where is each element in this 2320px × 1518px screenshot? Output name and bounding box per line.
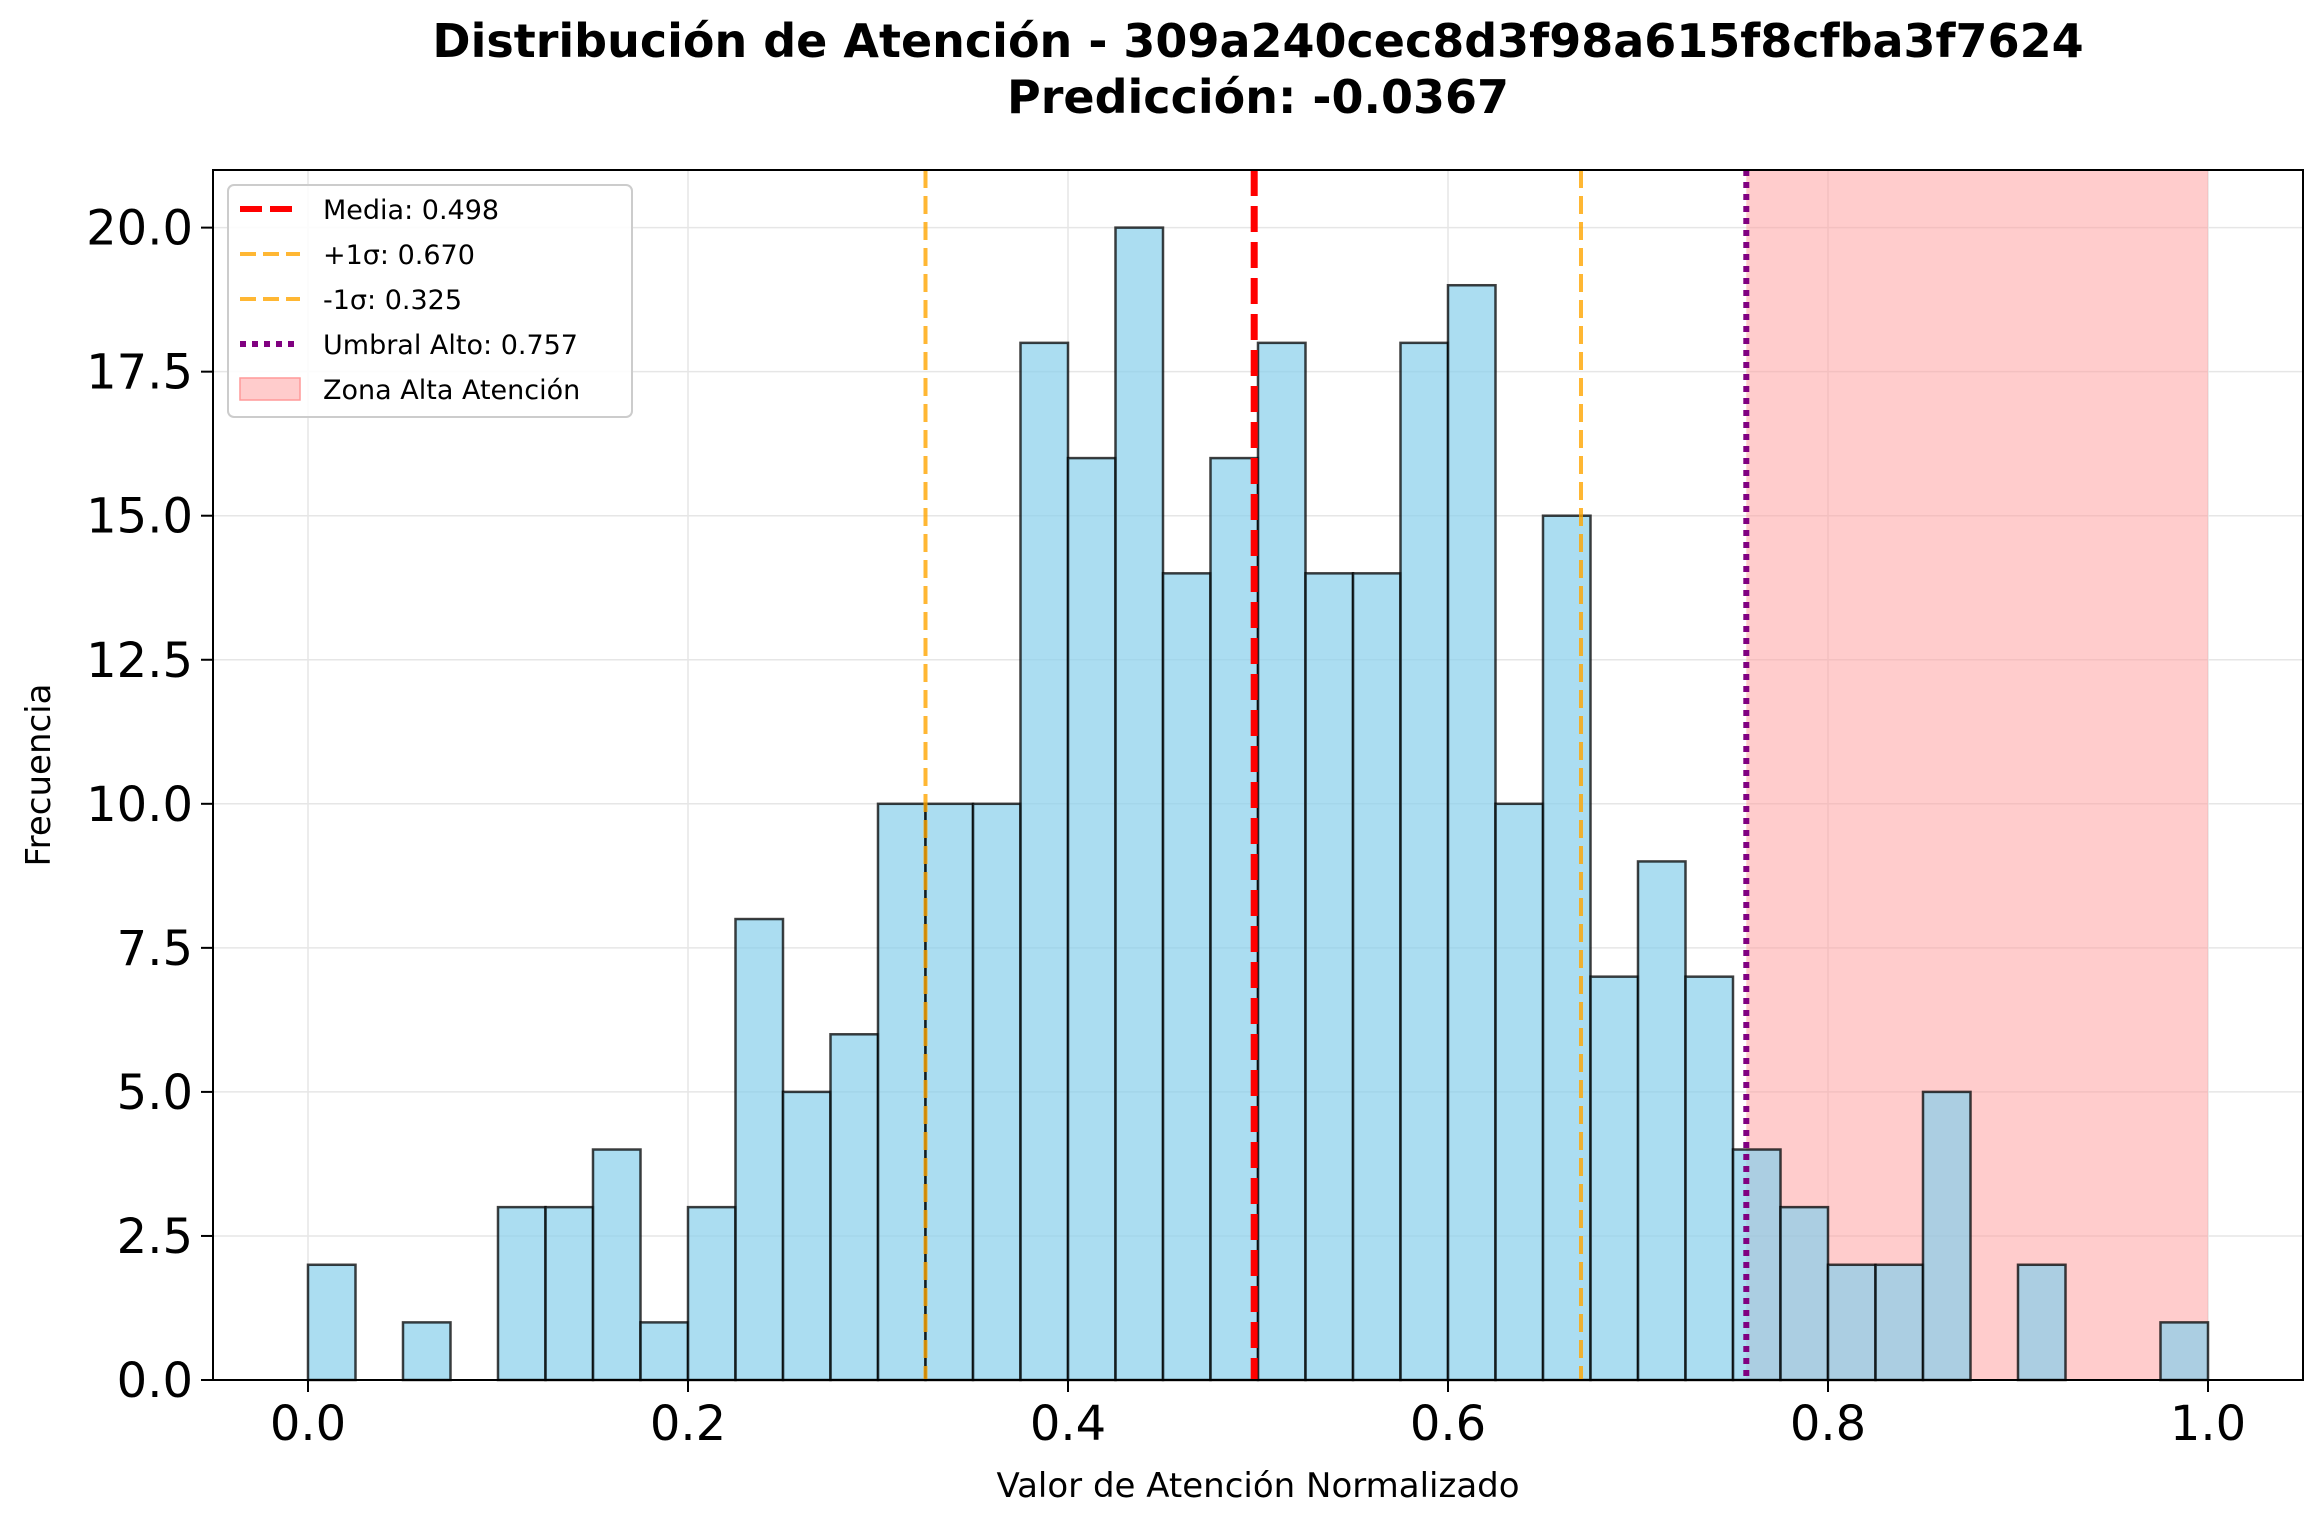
histogram-bar [734,917,785,1382]
histogram-bar [1779,1205,1830,1382]
legend-entry-label: Zona Alta Atención [323,375,580,406]
histogram-bar [781,1090,832,1382]
y-tick-label: 15.0 [86,489,193,545]
histogram-bar [544,1205,595,1382]
histogram-bar [1256,341,1307,1382]
histogram-bar [1731,1148,1782,1382]
histogram-bar [1161,572,1212,1382]
histogram-bar [1636,860,1687,1382]
reference-lines [923,170,1750,1380]
histogram-bar [496,1205,547,1382]
histogram-bar [1874,1263,1925,1382]
chart-subtitle: Predicción: -0.0367 [1007,70,1509,124]
x-tick-label: 0.0 [270,1396,346,1452]
histogram-bar [639,1321,690,1382]
high-attention-zone [1746,170,2208,1380]
chart-title: Distribución de Atención - 309a240cec8d3… [432,14,2083,68]
legend-zone-swatch [239,377,301,401]
legend-box [227,184,633,418]
histogram-bar [876,802,927,1382]
histogram-bar [829,1033,880,1382]
histogram-bar [1066,456,1117,1382]
histogram-bar [2159,1321,2210,1382]
histogram-bar [306,1263,357,1382]
x-tick-label: 0.6 [1410,1396,1486,1452]
x-tick-label: 0.8 [1790,1396,1866,1452]
y-tick-label: 12.5 [86,633,193,689]
histogram-bar [1589,975,1640,1382]
histogram-bar [1494,802,1545,1382]
plot-frame [212,169,2304,1381]
histogram-bar [1209,456,1260,1382]
histogram-bar [924,802,975,1382]
histogram-bar [686,1205,737,1382]
histogram-bar [1399,341,1450,1382]
x-tick-label: 0.2 [650,1396,726,1452]
legend-entry-label: -1σ: 0.325 [323,285,462,316]
histogram-bar [2016,1263,2067,1382]
histogram-bar [1351,572,1402,1382]
high-attention-region [1746,170,2208,1380]
legend: Media: 0.498 +1σ: 0.670 -1σ: 0.325 Umbral A… [227,184,633,418]
x-axis-label: Valor de Atención Normalizado [996,1466,1519,1506]
histogram-bar [1114,226,1165,1382]
histogram-bar [1019,341,1070,1382]
x-tick-label: 0.4 [1030,1396,1106,1452]
histogram-bar [1541,514,1592,1382]
y-tick-label: 17.5 [86,345,193,401]
y-axis-label: Frecuencia [19,684,59,867]
y-tick-label: 10.0 [86,777,193,833]
histogram-bar [1304,572,1355,1382]
y-tick-label: 2.5 [117,1209,193,1265]
legend-entry-label: Umbral Alto: 0.757 [323,330,578,361]
y-tick-label: 7.5 [117,921,193,977]
histogram-bar [401,1321,452,1382]
x-tick-label: 1.0 [2170,1396,2246,1452]
x-axis-ticks: 0.0 0.2 0.4 0.6 0.8 1.0 [270,1380,2246,1452]
y-tick-label: 0.0 [117,1353,193,1409]
y-tick-label: 5.0 [117,1065,193,1121]
legend-entry-label: Media: 0.498 [323,195,499,226]
legend-entry-label: +1σ: 0.670 [323,240,475,271]
y-axis-ticks: 0.0 2.5 5.0 7.5 10.0 12.5 15.0 17.5 20.0 [86,201,213,1409]
histogram-bar [591,1148,642,1382]
histogram-bar [1684,975,1735,1382]
y-tick-label: 20.0 [86,201,193,257]
histogram-bar [1921,1090,1972,1382]
histogram-bar [1826,1263,1877,1382]
histogram-bar [971,802,1022,1382]
histogram-bar [1446,283,1497,1382]
histogram-bars [306,226,2210,1382]
